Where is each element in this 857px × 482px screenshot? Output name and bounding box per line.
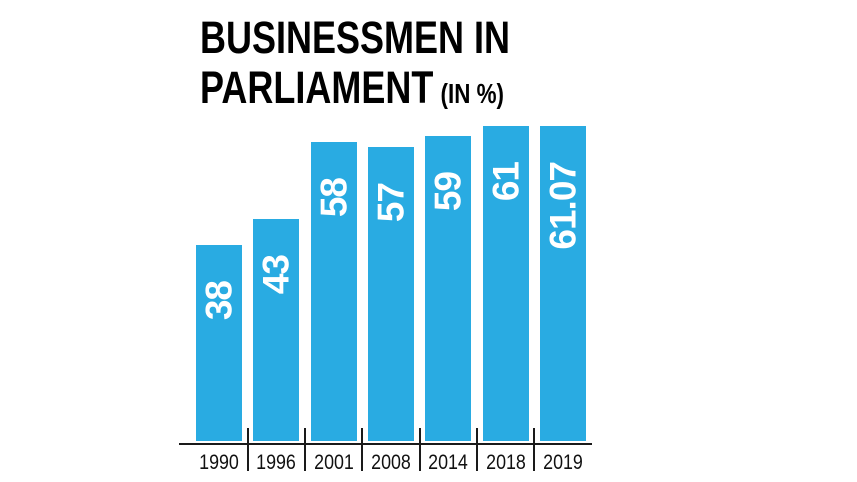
- year-label-2008: 2008: [371, 451, 411, 474]
- bar-2018: 61: [482, 126, 529, 442]
- year-label-1990: 1990: [199, 451, 239, 474]
- axis-tick: [418, 428, 421, 471]
- year-label-2018: 2018: [485, 451, 526, 474]
- year-label-2014: 2014: [428, 451, 469, 474]
- axis-tick: [361, 428, 364, 471]
- bar-value-label: 57: [370, 182, 412, 222]
- bar-2019: 61.07: [539, 125, 586, 442]
- axis-tick: [475, 428, 478, 471]
- bar-value-label: 61: [485, 162, 526, 202]
- bar-2014: 59: [425, 136, 472, 442]
- bar-1996: 43: [253, 219, 300, 442]
- chart-title-line2: PARLIAMENT (IN %): [200, 63, 504, 113]
- chart-title-units: (IN %): [440, 78, 504, 109]
- bar-value-label: 61.07: [542, 161, 584, 250]
- bar-value-label: 58: [313, 177, 355, 217]
- year-label-2019: 2019: [542, 451, 583, 474]
- axis-tick: [303, 428, 306, 471]
- bar-value-label: 43: [255, 255, 297, 295]
- year-label-1996: 1996: [256, 451, 297, 474]
- bar-1990: 38: [196, 245, 242, 442]
- chart-title-line2-main: PARLIAMENT: [200, 62, 434, 113]
- bar-2001: 58: [310, 141, 357, 442]
- bar-value-label: 59: [427, 172, 469, 212]
- x-axis-line: [179, 443, 592, 445]
- chart-title-line1: BUSINESSMEN IN: [200, 12, 511, 63]
- axis-tick: [533, 428, 536, 471]
- bar-2008: 57: [367, 146, 414, 442]
- year-label-2001: 2001: [313, 451, 354, 474]
- bar-value-label: 38: [198, 281, 240, 321]
- axis-tick: [246, 428, 249, 471]
